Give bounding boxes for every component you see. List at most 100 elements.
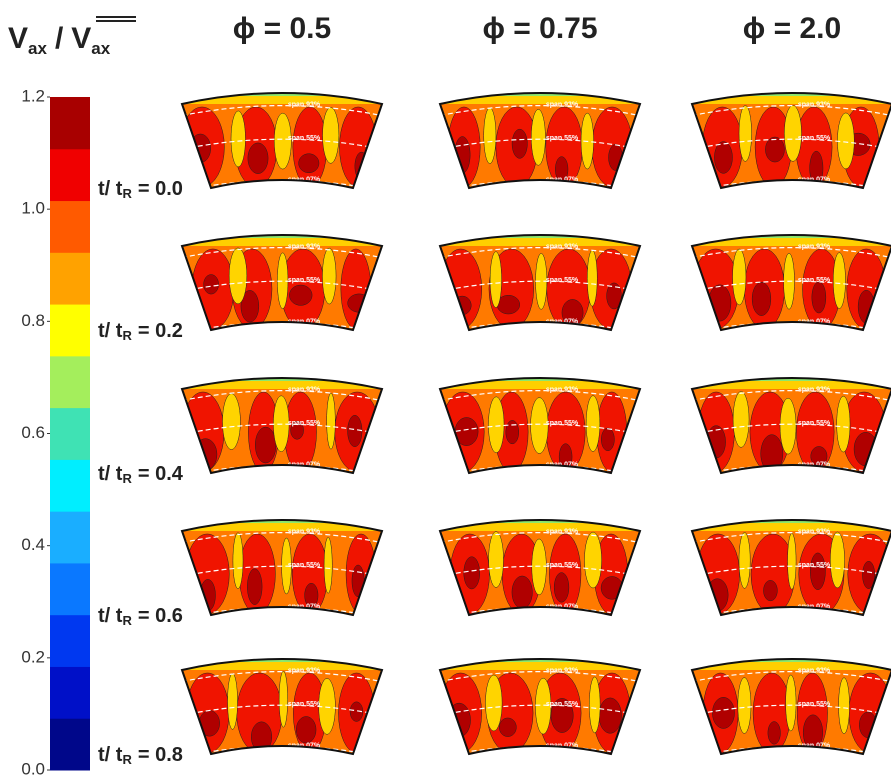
contour-region [810,552,826,590]
hub-strip [182,659,382,662]
span-label: span 55% [288,701,321,708]
span-label: span 93% [288,667,321,674]
contour-region [587,249,598,307]
span-line [692,280,891,292]
hub-strip [440,93,640,104]
contour-region [763,580,778,602]
panel-outline [438,658,642,756]
span-line [440,423,640,435]
span-label: span 55% [546,562,579,569]
colorbar-band [50,718,90,771]
span-label: span 93% [288,528,321,535]
row-label-part: R [122,752,132,767]
hub-strip [692,224,891,233]
title-part: ax [28,39,47,58]
contour-region [531,109,546,166]
row-label: t/ tR = 0.0 [98,178,183,201]
contour-region [278,671,288,728]
contour-region [737,677,752,734]
span-line [692,138,891,150]
contour-region [732,391,750,448]
contour-region [511,128,528,159]
span-label: span 93% [546,386,579,393]
contour-region [447,702,471,738]
colorbar-band [50,252,90,305]
colorbar-tick-label: 0.6 [21,423,45,442]
hub-strip [440,224,640,233]
contour-region [505,420,520,445]
hub-strip [440,82,640,91]
span-label: span 55% [546,420,579,427]
span-line [692,105,891,117]
contour-region [584,531,602,589]
row-label: t/ tR = 0.2 [98,320,183,343]
hub-strip [692,520,891,531]
contour-panel: span 93%span 55%span 07% [692,520,891,615]
hub-strip [440,520,640,531]
span-label: span 93% [288,101,321,108]
column-header: ϕ = 2.0 [743,12,841,45]
span-line [182,704,382,716]
hub-strip [692,367,891,376]
span-line [182,423,382,435]
row-label-part: = 0.0 [138,178,183,200]
row-label-part: t/ t [98,320,123,342]
hub-strip [182,659,382,670]
hub-strip [182,648,382,657]
span-label: span 93% [546,667,579,674]
contour-region [608,144,623,171]
contour-region [228,247,248,305]
contour-region [838,677,850,734]
span-line [440,704,640,716]
contour-region [511,575,533,609]
hub-strip [440,509,640,518]
contour-region [606,282,622,310]
hub-strip [692,93,891,104]
span-label: span 55% [798,562,831,569]
contour-region [862,560,876,589]
span-line [440,671,640,683]
contour-region [553,572,570,603]
column-header: ϕ = 0.5 [233,12,331,45]
contour-region [787,533,797,590]
span-label: span 93% [288,386,321,393]
contour-region [489,251,502,308]
contour-region [232,532,244,589]
title-part: V [71,22,91,55]
contour-region [292,106,327,188]
span-line [182,247,382,259]
hub-strip [440,378,640,381]
span-label: span 93% [798,528,831,535]
hub-strip [182,235,382,238]
contour-region [240,290,260,323]
contour-region [767,721,781,745]
hub-strip [692,659,891,670]
panel-outline [690,92,891,190]
panel-outline [180,658,384,756]
title-part: ax [91,39,110,58]
contour-region [549,533,582,615]
span-line [440,247,640,259]
colorbar-band [50,562,90,616]
contour-region [738,105,752,162]
row-label-part: t/ t [98,463,123,485]
hub-strip [182,93,382,104]
span-line [692,247,891,259]
hub-strip [692,235,891,238]
row-label-part: = 0.6 [138,605,183,627]
contour-region [585,395,601,452]
contour-region [273,112,292,170]
span-line [440,565,640,577]
span-label: span 93% [798,667,831,674]
hub-strip [692,378,891,381]
colorbar-tick-label: 0.8 [21,311,45,330]
hub-strip [440,520,640,523]
span-line [692,704,891,716]
contour-region [530,397,549,454]
contour-region [550,698,574,733]
panel-outline [438,377,642,475]
contour-region [488,531,504,588]
span-label: span 93% [288,243,321,250]
span-label: span 55% [546,701,579,708]
row-label: t/ tR = 0.4 [98,463,184,486]
